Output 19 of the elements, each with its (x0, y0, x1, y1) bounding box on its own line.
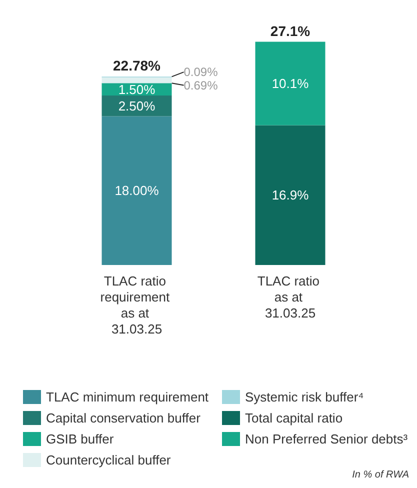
x-tick-label: TLAC ratio requirement as at 31.03.25 (100, 274, 174, 336)
text: In % of RWA (352, 470, 410, 480)
total-label: 22.78% (113, 58, 162, 74)
total-label: 27.1% (270, 22, 311, 39)
data-label: 16.9% (272, 188, 310, 203)
data-label: 1.50% (118, 82, 156, 97)
legend-label: Systemic risk buffer⁴ (245, 390, 364, 404)
data-label: 2.50% (118, 98, 156, 114)
legend-label: Capital conservation buffer (46, 410, 202, 426)
data-label: 18.00% (114, 183, 160, 198)
legend-label: Countercyclical buffer (46, 452, 172, 468)
data-label: 10.1% (272, 76, 310, 92)
data-label: 0.69% (184, 78, 218, 92)
legend-label: TLAC minimum requirement (46, 390, 209, 404)
legend-label: GSIB buffer (46, 432, 114, 446)
legend-label: Total capital ratio (245, 410, 343, 426)
data-label: 0.09% (184, 65, 218, 80)
x-tick-label: TLAC ratio as at 31.03.25 (257, 274, 324, 320)
legend-label: Non Preferred Senior debts³ (245, 432, 408, 446)
